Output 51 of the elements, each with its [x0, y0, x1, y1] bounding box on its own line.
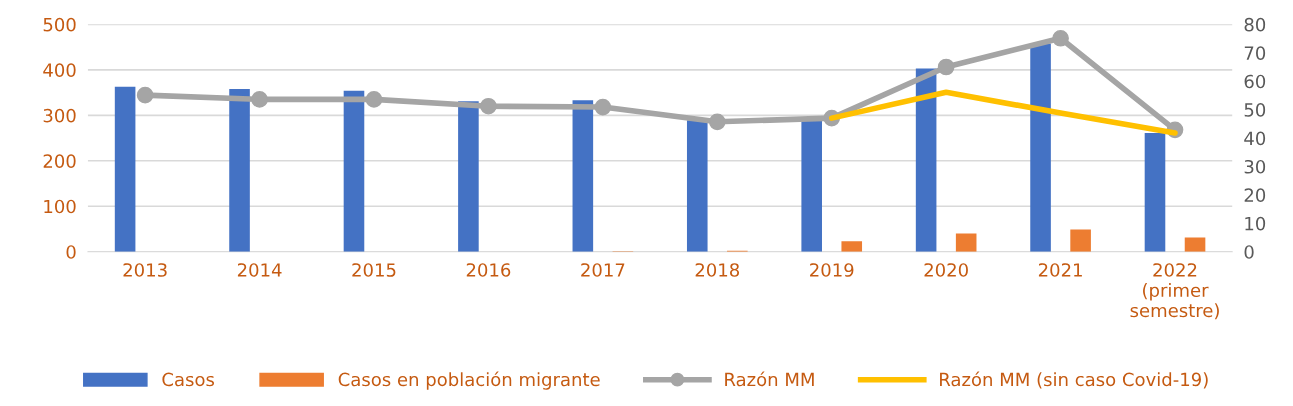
y-tick-label: 400 — [43, 63, 76, 77]
y-tick-label: 500 — [43, 17, 76, 32]
y2-tick-label: 10 — [1245, 216, 1266, 231]
bar — [343, 90, 365, 252]
point — [937, 58, 955, 76]
x-tick-label: 2022 (primer semestre) — [1130, 263, 1219, 320]
y-tick-label: 200 — [43, 154, 76, 168]
x-tick-label: 2020 — [924, 263, 968, 277]
y2-tick-label: 30 — [1244, 159, 1266, 174]
bar — [458, 101, 479, 252]
point — [594, 98, 612, 116]
bar — [915, 68, 937, 252]
x-tick-label: 2013 — [123, 263, 167, 277]
x-tick-label: 2018 — [695, 263, 740, 277]
bar — [114, 86, 136, 252]
legend-label: Razón MM — [725, 371, 814, 387]
bar — [572, 100, 594, 252]
bar — [229, 88, 250, 252]
point — [708, 113, 726, 131]
point — [480, 97, 497, 115]
bar — [1184, 237, 1206, 252]
x-tick-label: 2017 — [581, 263, 625, 277]
y2-tick-label: 40 — [1244, 131, 1266, 146]
bar — [686, 120, 708, 252]
x-tick-label: 2014 — [237, 263, 282, 277]
point — [365, 91, 383, 108]
bar — [1070, 229, 1091, 252]
y2-tick-label: 80 — [1244, 17, 1266, 32]
y-tick-label: 0 — [66, 245, 76, 259]
x-tick-label: 2019 — [810, 263, 854, 277]
legend-label: Casos — [162, 372, 215, 387]
x-tick-label: 2021 — [1038, 263, 1082, 277]
bar — [801, 120, 822, 252]
y2-tick-label: 50 — [1244, 103, 1266, 117]
point — [136, 86, 154, 104]
point — [251, 91, 268, 108]
bar — [1030, 43, 1051, 252]
y-tick-label: 300 — [43, 108, 76, 123]
bar — [955, 233, 977, 252]
x-tick-label: 2015 — [352, 263, 396, 277]
y2-tick-label: 70 — [1244, 46, 1266, 60]
y-tick-label: 100 — [44, 199, 76, 214]
legend-label: Casos en población migrante — [338, 371, 600, 390]
y2-tick-label: 20 — [1244, 188, 1266, 202]
y2-tick-label: 0 — [1244, 245, 1254, 259]
bar — [841, 241, 863, 252]
legend-label: Razón MM (sin caso Covid-19) — [940, 371, 1208, 389]
point — [1052, 29, 1069, 47]
y2-tick-label: 60 — [1244, 74, 1266, 89]
bar — [1144, 133, 1166, 252]
x-tick-label: 2016 — [466, 263, 511, 277]
